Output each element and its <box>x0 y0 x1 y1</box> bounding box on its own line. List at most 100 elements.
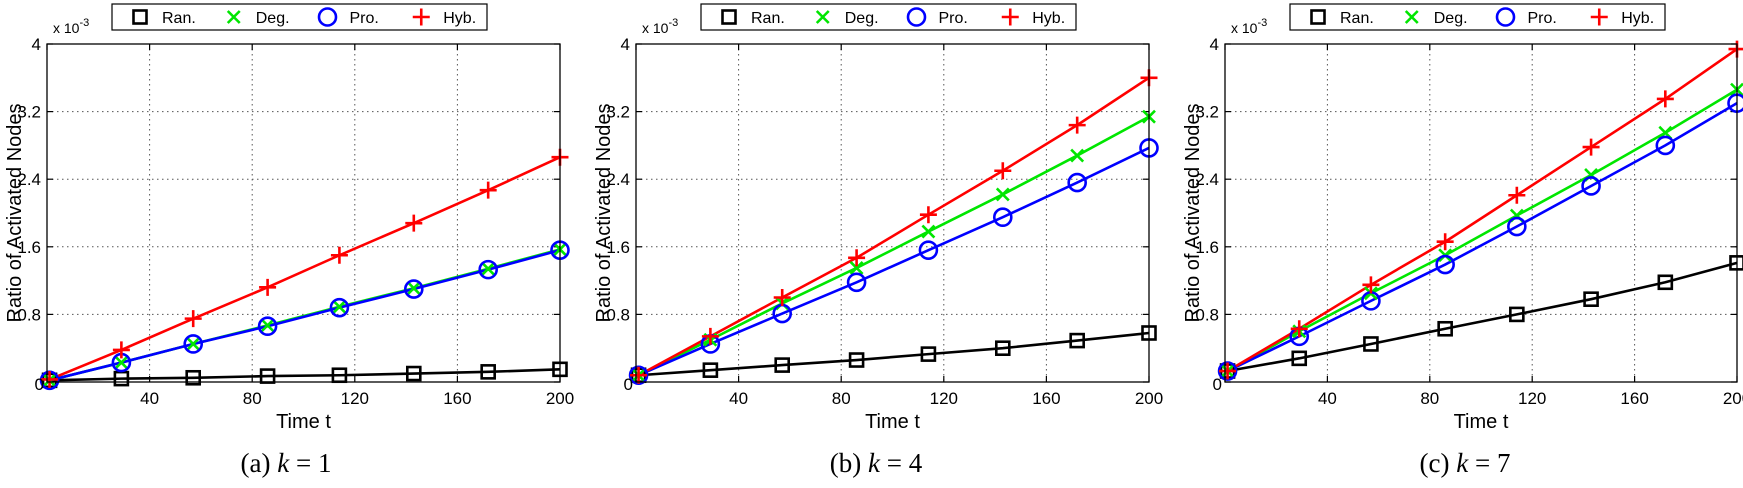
marker-circle <box>1067 172 1087 193</box>
legend: Ran. Deg. Pro. Hyb. <box>1289 3 1666 31</box>
x-axis-label: Time t <box>276 411 331 433</box>
series-line-ran <box>49 368 561 382</box>
x-axis-label: Time t <box>865 411 920 433</box>
marker-square <box>1437 320 1453 337</box>
marker-circle <box>478 259 498 280</box>
marker-x <box>1070 148 1085 163</box>
series-line-hyb <box>49 156 561 381</box>
marker-plus <box>630 366 648 384</box>
series-line-pro <box>1226 102 1738 373</box>
marker-square <box>721 9 737 25</box>
chart-panel-3: 40 80 120 160 200 0 0.8 1.6 2.4 3.2 4 x 10-3 Time t R… <box>1182 3 1743 433</box>
tick-label-x: 200 <box>546 389 574 408</box>
y-axis-label: Ratio of Activated Nodes <box>4 103 26 322</box>
marker-plus <box>479 181 497 199</box>
tick-label-x: 40 <box>729 389 748 408</box>
marker-square <box>185 369 202 386</box>
tick-label-x: 160 <box>1032 389 1060 408</box>
plot-area <box>47 44 560 382</box>
exponent-label: x 10-3 <box>1231 17 1267 36</box>
legend-entry-deg: Deg. <box>1404 10 1468 27</box>
marker-circle <box>403 279 424 299</box>
tick-label-x: 40 <box>1318 389 1337 408</box>
marker-x <box>995 187 1010 202</box>
legend: Ran. Deg. Pro. Hyb. <box>111 3 488 31</box>
legend-label: Pro. <box>1528 10 1557 27</box>
tick-label-origin: 0 <box>35 375 44 394</box>
tick-label-y: 1.6 <box>1195 238 1219 257</box>
legend-entry-pro: Pro. <box>317 7 379 27</box>
tick-label-y: 0.8 <box>1195 305 1219 324</box>
exponent-label: x 10-3 <box>53 17 89 36</box>
caption-c: (c) k = 7 <box>1420 448 1511 479</box>
marker-plus <box>1656 90 1674 108</box>
marker-circle <box>1435 254 1455 275</box>
marker-square <box>405 365 422 382</box>
marker-plus <box>1290 320 1308 338</box>
exponent-power: -3 <box>668 17 678 29</box>
marker-plus <box>994 162 1012 180</box>
marker-plus <box>1508 186 1526 204</box>
tick-label-y: 1.6 <box>17 238 41 257</box>
marker-circle <box>906 7 927 27</box>
tick-label-x: 160 <box>1620 389 1648 408</box>
series-markers-deg <box>42 242 567 388</box>
marker-plus <box>330 246 348 264</box>
marker-plus <box>112 341 130 359</box>
legend-label: Pro. <box>350 10 379 27</box>
legend-label: Ran. <box>162 10 196 27</box>
marker-square <box>702 362 719 378</box>
legend-entry-pro: Pro. <box>1495 7 1557 27</box>
marker-plus <box>773 289 791 306</box>
marker-plus <box>848 249 866 267</box>
marker-x <box>1404 10 1419 24</box>
marker-plus <box>41 370 59 388</box>
marker-x <box>186 337 201 351</box>
marker-plus <box>184 310 202 328</box>
marker-x <box>815 10 830 24</box>
legend-label: Hyb. <box>1621 10 1654 27</box>
tick-label-origin: 0 <box>1213 375 1222 394</box>
tick-label-y: 1.6 <box>606 238 630 257</box>
legend-entry-deg: Deg. <box>815 10 879 27</box>
tick-label-x: 200 <box>1723 389 1743 408</box>
marker-square <box>774 357 791 373</box>
caption-variable: k <box>277 448 290 478</box>
marker-plus <box>1590 8 1608 26</box>
axes-box <box>635 43 1150 383</box>
tick-label-x: 40 <box>140 389 159 408</box>
caption-letter: (b) <box>829 448 862 478</box>
legend-label: Ran. <box>1340 10 1374 27</box>
tick-label-y: 2.4 <box>17 170 41 189</box>
caption-value: = 1 <box>295 448 332 478</box>
caption-value: = 7 <box>1474 448 1511 478</box>
marker-x <box>921 224 936 239</box>
caption-variable: k <box>1456 448 1469 478</box>
tick-label-y: 2.4 <box>1195 170 1219 189</box>
tick-label-x: 80 <box>243 389 262 408</box>
legend-label: Hyb. <box>443 10 476 27</box>
marker-square <box>1291 350 1308 367</box>
marker-plus <box>1219 362 1237 380</box>
chart-panel-1: 40 80 120 160 200 0 0.8 1.6 2.4 3.2 4 x 10-3 Time t R… <box>4 3 574 433</box>
marker-square <box>1310 9 1326 25</box>
marker-x <box>406 281 421 296</box>
marker-square <box>480 364 496 380</box>
marker-circle <box>846 272 867 293</box>
tick-label-x: 80 <box>1420 389 1439 408</box>
caption-value: = 4 <box>886 448 923 478</box>
legend-entry-hyb: Hyb. <box>412 8 476 27</box>
series-line-ran <box>1227 261 1738 373</box>
marker-x <box>114 355 129 370</box>
marker-plus <box>1436 233 1454 251</box>
series-markers-hyb <box>630 69 1158 384</box>
legend-label: Ran. <box>751 10 785 27</box>
caption-b: (b) k = 4 <box>830 448 922 479</box>
marker-plus <box>919 206 937 224</box>
tick-label-x: 120 <box>341 389 369 408</box>
marker-circle <box>1507 216 1527 237</box>
legend-entry-deg: Deg. <box>226 10 290 27</box>
series-line-pro <box>638 146 1150 377</box>
legend-entry-ran: Ran. <box>132 9 196 27</box>
marker-circle <box>329 297 350 318</box>
